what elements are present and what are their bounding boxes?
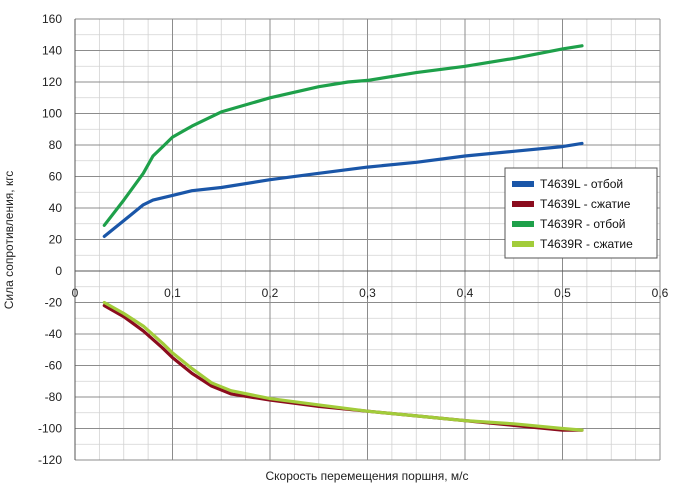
legend-label: T4639R - отбой bbox=[540, 217, 626, 231]
y-tick-label: 120 bbox=[42, 75, 62, 89]
series-lines bbox=[102, 44, 584, 432]
x-tick-label: 0,3 bbox=[359, 286, 376, 300]
series-line-1 bbox=[102, 141, 584, 238]
legend-swatch bbox=[512, 201, 534, 207]
y-tick-label: -20 bbox=[45, 296, 63, 310]
x-tick-label: 0,4 bbox=[457, 286, 474, 300]
y-tick-label: -40 bbox=[45, 327, 63, 341]
y-tick-label: -100 bbox=[38, 422, 62, 436]
y-tick-label: 100 bbox=[42, 107, 62, 121]
x-tick-label: 0,6 bbox=[652, 286, 669, 300]
legend-label: T4639L - сжатие bbox=[540, 197, 631, 211]
y-axis-ticks: -120 -100 -80 -60 -40 -20 0 20 40 60 80 100 120 140 16… bbox=[38, 12, 62, 467]
y-tick-label: -80 bbox=[45, 390, 63, 404]
legend-swatch bbox=[512, 241, 534, 247]
legend-label: T4639R - сжатие bbox=[540, 237, 633, 251]
x-axis-label: Скорость перемещения поршня, м/с bbox=[265, 469, 468, 483]
y-axis-label: Сила сопротивления, кгс bbox=[2, 171, 16, 310]
x-tick-label: 0,2 bbox=[262, 286, 279, 300]
y-tick-label: -120 bbox=[38, 453, 62, 467]
x-tick-label: 0,5 bbox=[554, 286, 571, 300]
legend: T4639L - отбой T4639L - сжатие T4639R - от… bbox=[504, 167, 658, 259]
x-tick-label: 0,1 bbox=[164, 286, 181, 300]
series-line-3 bbox=[102, 44, 584, 227]
y-tick-label: 0 bbox=[55, 264, 62, 278]
y-tick-label: -60 bbox=[45, 359, 63, 373]
legend-swatch bbox=[512, 181, 534, 187]
y-tick-label: 80 bbox=[49, 138, 63, 152]
y-tick-label: 20 bbox=[49, 233, 63, 247]
y-tick-label: 40 bbox=[49, 201, 63, 215]
legend-swatch bbox=[512, 221, 534, 227]
y-tick-label: 140 bbox=[42, 44, 62, 58]
y-tick-label: 60 bbox=[49, 170, 63, 184]
legend-label: T4639L - отбой bbox=[540, 177, 623, 191]
y-tick-label: 160 bbox=[42, 12, 62, 26]
series-line-4 bbox=[102, 300, 584, 432]
